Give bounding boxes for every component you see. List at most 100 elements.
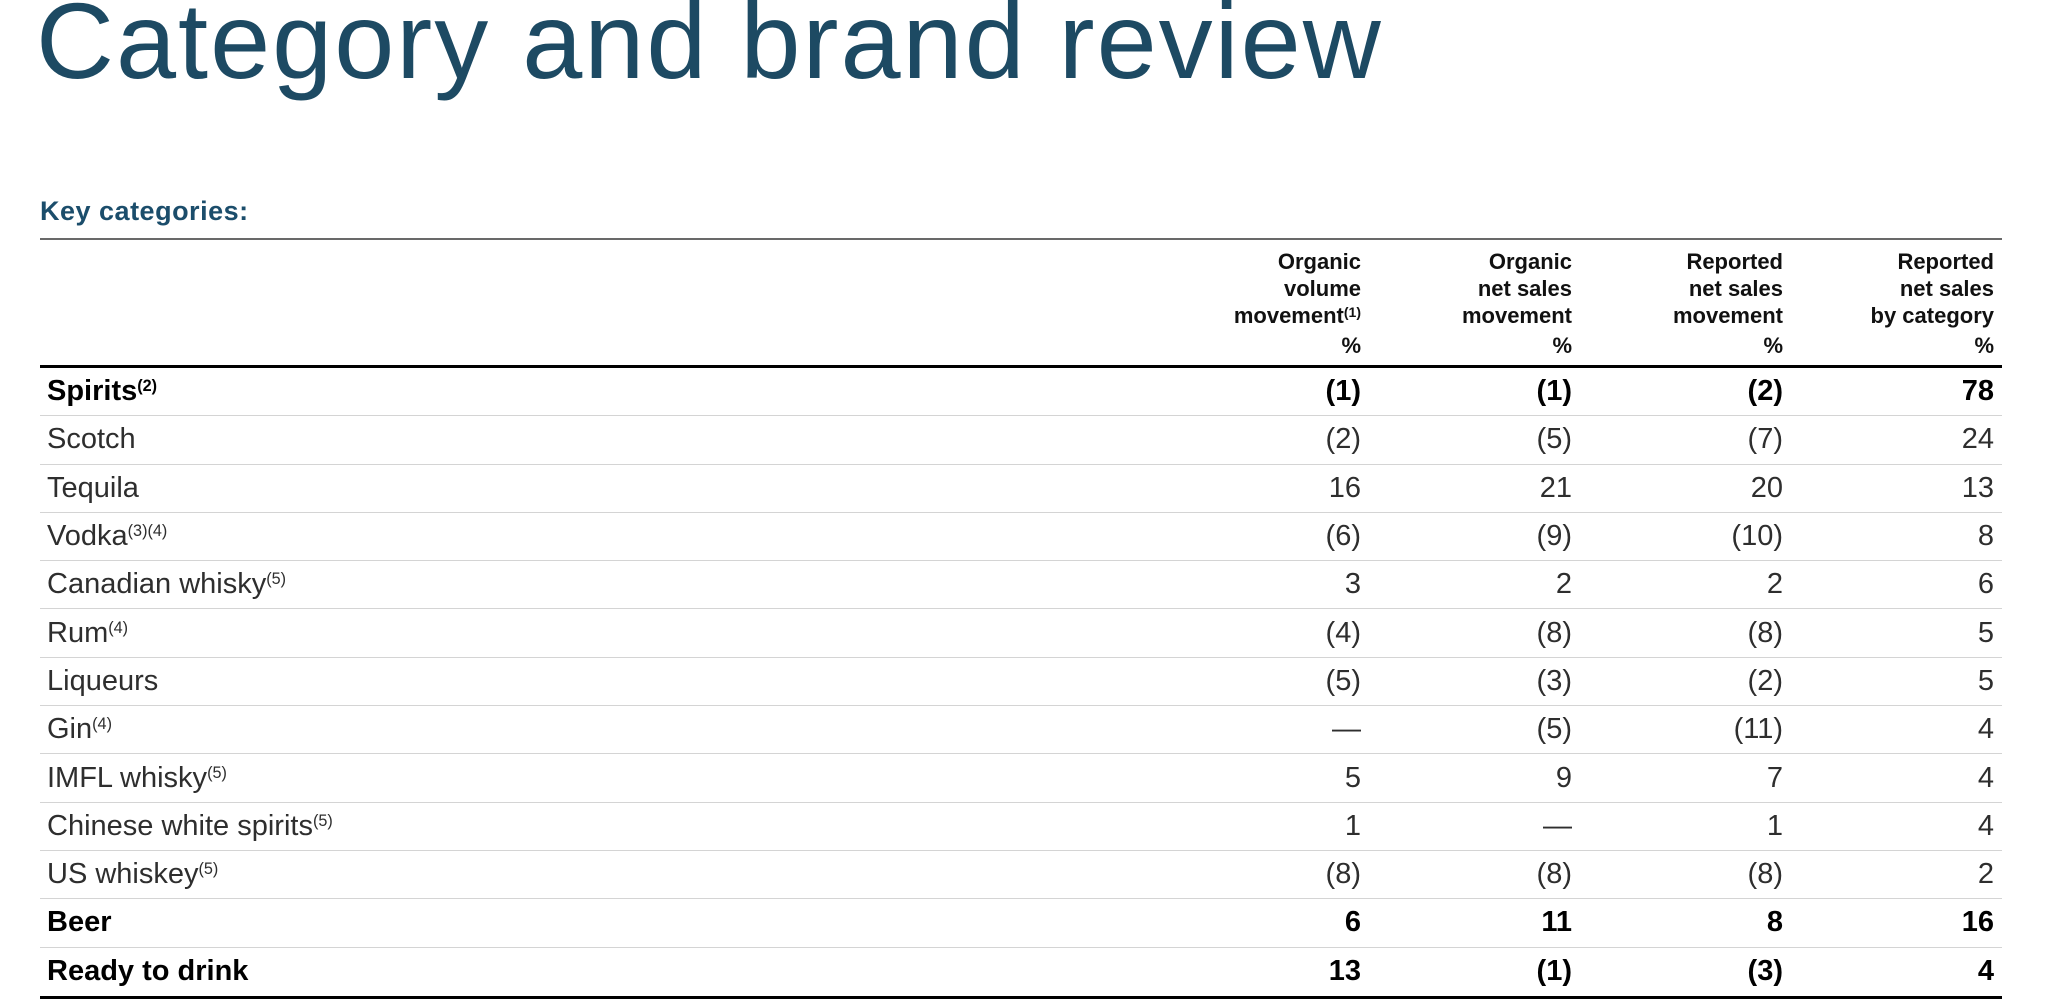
value-cell: (8)	[1325, 858, 1361, 891]
column-header-text: movement	[1672, 303, 1783, 328]
value-cell: 2	[1977, 858, 1994, 891]
category-cell: Ready to drink	[40, 955, 1150, 988]
column-header-organic-volume: Organic volume movement(1) %	[1150, 248, 1361, 359]
category-label: IMFL whisky	[47, 761, 208, 794]
value-cell: (1)	[1536, 955, 1572, 988]
category-label: Ready to drink	[47, 955, 249, 988]
column-header-unit: %	[1763, 333, 1783, 358]
table-header-row: Organic volume movement(1) % Organic net…	[40, 238, 2002, 368]
category-cell: Canadian whisky(5)	[40, 568, 1150, 601]
table-row-chinese-white-spirits: Chinese white spirits(5) 1 — 1 4	[40, 803, 2002, 851]
category-label: Beer	[47, 906, 112, 939]
table-row-spirits: Spirits(2) (1) (1) (2) 78	[40, 368, 2002, 417]
footnote-marker: (5)	[198, 860, 219, 879]
value-cell: 20	[1750, 471, 1783, 504]
value-cell: 2	[1555, 568, 1572, 601]
table-row-rum: Rum(4) (4) (8) (8) 5	[40, 609, 2002, 658]
value-cell: —	[1543, 809, 1572, 842]
value-cell: 2	[1766, 568, 1783, 601]
value-cell: (5)	[1536, 423, 1572, 456]
column-header-line: by category	[1783, 302, 1995, 332]
value-cell: 13	[1328, 955, 1361, 988]
category-cell: IMFL whisky(5)	[40, 762, 1150, 795]
category-cell: Rum(4)	[40, 617, 1150, 650]
column-header-line: Organic	[1488, 249, 1572, 274]
category-label: Vodka	[47, 520, 128, 553]
column-header-line: net sales	[1477, 276, 1572, 301]
footnote-marker: (5)	[312, 811, 333, 830]
category-label: US whiskey	[47, 858, 199, 891]
key-categories-section: Key categories: Organic volume movement(…	[40, 196, 2002, 999]
column-header-line: net sales	[1899, 276, 1994, 301]
value-cell: 4	[1977, 761, 1994, 794]
value-cell: 7	[1766, 761, 1783, 794]
table-row-liqueurs: Liqueurs (5) (3) (2) 5	[40, 658, 2002, 707]
column-header-reported-by-category: Reported net sales by category %	[1783, 248, 1995, 359]
value-cell: 4	[1977, 713, 1994, 746]
value-cell: (2)	[1747, 375, 1783, 408]
value-cell: (2)	[1747, 664, 1783, 697]
footnote-marker: (4)	[108, 618, 129, 637]
table-row-canadian-whisky: Canadian whisky(5) 3 2 2 6	[40, 561, 2002, 610]
categories-table: Spirits(2) (1) (1) (2) 78 Scotch (2) (5)…	[40, 368, 2002, 999]
value-cell: 8	[1766, 906, 1783, 939]
value-cell: 16	[1961, 906, 1994, 939]
value-cell: 24	[1961, 423, 1994, 456]
value-cell: (1)	[1325, 375, 1361, 408]
category-cell: Tequila	[40, 472, 1150, 505]
value-cell: (8)	[1536, 858, 1572, 891]
footnote-marker: (3)(4)	[127, 522, 168, 541]
value-cell: (11)	[1733, 713, 1783, 746]
footnote-marker: (5)	[266, 570, 287, 589]
page-title: Category and brand review	[36, 0, 1383, 101]
value-cell: 8	[1977, 520, 1994, 553]
value-cell: 13	[1961, 471, 1994, 504]
value-cell: 21	[1539, 471, 1572, 504]
column-header-text: movement	[1233, 303, 1344, 328]
value-cell: (6)	[1325, 520, 1361, 553]
category-label: Liqueurs	[47, 664, 159, 697]
value-cell: 5	[1344, 761, 1361, 794]
value-cell: 6	[1977, 568, 1994, 601]
column-header-organic-net-sales: Organic net sales movement %	[1361, 248, 1572, 359]
column-header-line: movement(1)	[1150, 302, 1361, 332]
section-heading: Key categories:	[40, 196, 249, 226]
category-label: Canadian whisky	[47, 568, 267, 601]
value-cell: (5)	[1536, 713, 1572, 746]
column-header-line: Organic	[1277, 249, 1361, 274]
table-row-imfl-whisky: IMFL whisky(5) 5 9 7 4	[40, 754, 2002, 803]
value-cell: 3	[1344, 568, 1361, 601]
value-cell: (9)	[1536, 520, 1572, 553]
category-label: Spirits	[47, 375, 138, 408]
value-cell: 78	[1961, 375, 1994, 408]
value-cell: 1	[1766, 809, 1783, 842]
table-row-us-whiskey: US whiskey(5) (8) (8) (8) 2	[40, 851, 2002, 900]
value-cell: 5	[1977, 664, 1994, 697]
category-label: Chinese white spirits	[47, 809, 313, 842]
category-cell: Gin(4)	[40, 713, 1150, 746]
column-header-line: movement	[1361, 302, 1572, 332]
table-row-vodka: Vodka(3)(4) (6) (9) (10) 8	[40, 513, 2002, 562]
category-cell: Chinese white spirits(5)	[40, 810, 1150, 843]
table-row-scotch: Scotch (2) (5) (7) 24	[40, 416, 2002, 465]
category-cell: US whiskey(5)	[40, 858, 1150, 891]
value-cell: 5	[1977, 616, 1994, 649]
category-cell: Liqueurs	[40, 665, 1150, 698]
column-header-reported-net-sales: Reported net sales movement %	[1572, 248, 1783, 359]
value-cell: 4	[1977, 955, 1994, 988]
value-cell: (10)	[1731, 520, 1783, 553]
category-cell: Vodka(3)(4)	[40, 520, 1150, 553]
value-cell: —	[1332, 713, 1361, 746]
value-cell: (5)	[1325, 664, 1361, 697]
footnote-marker: (1)	[1343, 304, 1361, 320]
column-header-text: movement	[1461, 303, 1572, 328]
column-header-line: volume	[1283, 276, 1361, 301]
column-header-unit: %	[1974, 333, 1994, 358]
column-header-line: Reported	[1686, 249, 1783, 274]
value-cell: (1)	[1536, 375, 1572, 408]
value-cell: 16	[1328, 471, 1361, 504]
column-header-line: net sales	[1688, 276, 1783, 301]
table-row-tequila: Tequila 16 21 20 13	[40, 465, 2002, 513]
value-cell: 1	[1344, 809, 1361, 842]
value-cell: 6	[1344, 906, 1361, 939]
